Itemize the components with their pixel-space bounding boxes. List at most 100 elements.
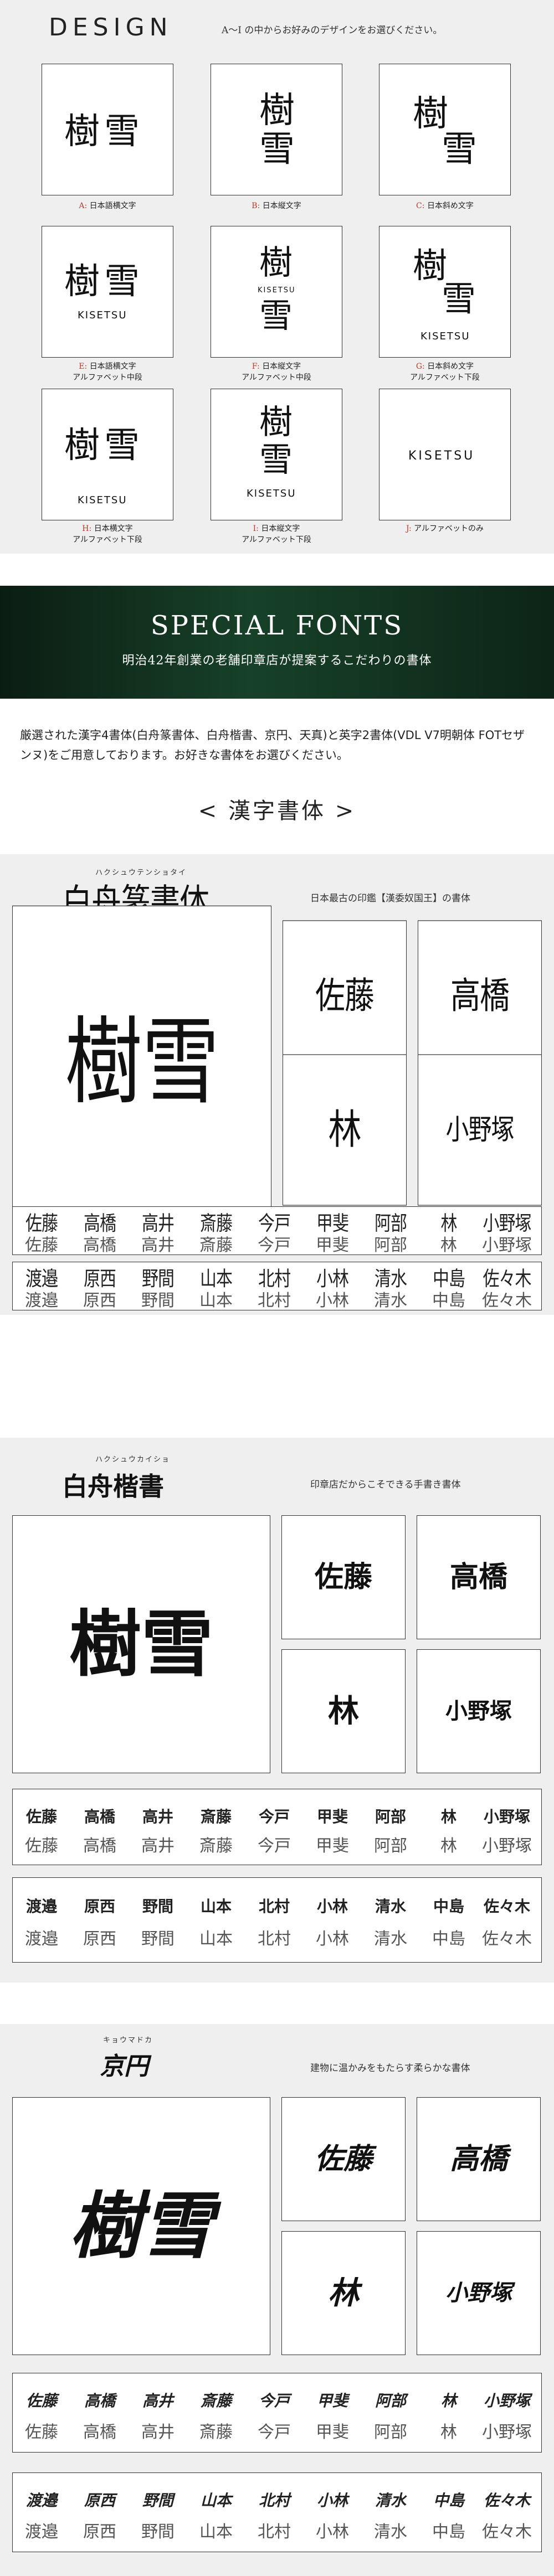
name-plain: 林 bbox=[440, 1836, 457, 1856]
name-plain: 今戸 bbox=[258, 2423, 291, 2442]
font-name: 京円 bbox=[100, 2052, 148, 2081]
name-plain: 佐々木 bbox=[482, 2522, 532, 2542]
design-card-f[interactable]: 樹 KISETSU 雪 bbox=[211, 226, 342, 358]
seal-char-1: 樹 bbox=[64, 261, 100, 302]
name-plain: 清水 bbox=[374, 2522, 407, 2542]
name-plain: 佐藤 bbox=[25, 1836, 58, 1856]
name-plain: 山本 bbox=[199, 2522, 233, 2542]
name-samples-row-1: 佐藤 高橋 高井 斎藤 今戸 甲斐 阿部 林 小野塚 佐藤 高橋 高井 斎藤 今… bbox=[12, 1206, 542, 1255]
font-ruby: ハクシュウカイショ bbox=[95, 1455, 171, 1464]
seal-char-1: 樹 bbox=[413, 94, 448, 135]
name-style: 北村 bbox=[258, 1897, 290, 1916]
sample-sato: 佐藤 bbox=[283, 920, 407, 1072]
design-card-a[interactable]: 樹 雪 bbox=[42, 64, 173, 195]
special-fonts-banner: SPECIAL FONTS 明治42年創業の老舗印章店が提案するこだわりの書体 bbox=[0, 586, 554, 699]
name-samples-row-1: 佐藤 高橋 高井 斎藤 今戸 甲斐 阿部 林 小野塚 佐藤 高橋 高井 斎藤 今… bbox=[12, 2373, 542, 2453]
design-section: DESIGN A～I の中からお好みのデザインをお選びください。 樹 雪 A: … bbox=[0, 0, 554, 554]
name-samples-row-2: 渡邉 原西 野間 山本 北村 小林 清水 中島 佐々木 渡邉 原西 野間 山本 … bbox=[12, 1262, 542, 1310]
sample-hayashi: 林 bbox=[281, 1649, 406, 1773]
design-card-e[interactable]: 樹 雪 KISETSU bbox=[42, 226, 173, 358]
name-plain: 斎藤 bbox=[199, 1836, 233, 1856]
name-plain: 小野塚 bbox=[482, 1236, 532, 1255]
sample-takahashi: 高橋 bbox=[417, 2097, 541, 2221]
seal-alphabet: KISETSU bbox=[78, 309, 127, 321]
name-plain: 高井 bbox=[141, 1836, 175, 1856]
name-plain: 甲斐 bbox=[316, 1836, 349, 1856]
name-style: 清水 bbox=[375, 1267, 407, 1291]
name-style: 佐藤 bbox=[25, 2392, 57, 2410]
design-caption-g: G: 日本斜め文字 アルファベット下段 bbox=[410, 362, 480, 382]
name-plain: 中島 bbox=[432, 1929, 465, 1949]
name-style: 佐藤 bbox=[25, 1212, 58, 1236]
name-samples-row-2: 渡邉 原西 野間 山本 北村 小林 清水 中島 佐々木 渡邉 原西 野間 山本 … bbox=[12, 1877, 542, 1963]
name-style: 小野塚 bbox=[483, 2392, 530, 2410]
seal-char-1: 樹 bbox=[259, 90, 295, 131]
seal-char-1: 樹 bbox=[64, 425, 100, 466]
name-style: 斎藤 bbox=[200, 1212, 233, 1236]
seal-char-2: 雪 bbox=[104, 111, 140, 152]
name-style: 渡邉 bbox=[25, 2491, 57, 2510]
name-plain: 小林 bbox=[316, 1929, 349, 1949]
seal-alphabet: KISETSU bbox=[408, 449, 475, 463]
name-style: 野間 bbox=[142, 1897, 173, 1916]
design-caption-h: H: 日本横文字 アルファベット下段 bbox=[73, 524, 142, 544]
name-style: 高橋 bbox=[84, 1212, 116, 1236]
name-style: 清水 bbox=[375, 2491, 406, 2510]
name-style: 斎藤 bbox=[200, 2392, 232, 2410]
name-style: 高橋 bbox=[84, 1808, 115, 1826]
name-plain: 小林 bbox=[316, 2522, 349, 2542]
name-plain: 甲斐 bbox=[316, 1236, 349, 1255]
font-panel-kaisho: 白舟楷書 ハクシュウカイショ 印章店だからこそできる手書き書体 樹雪 佐藤 高橋… bbox=[0, 1438, 554, 1983]
design-card-i[interactable]: 樹 雪 KISETSU bbox=[211, 389, 342, 520]
name-style: 小野塚 bbox=[483, 1808, 530, 1826]
design-caption-i: I: 日本縦文字 アルファベット下段 bbox=[242, 524, 311, 544]
name-plain: 阿部 bbox=[374, 1836, 407, 1856]
design-caption-e: E: 日本語横文字 アルファベット中段 bbox=[73, 362, 142, 382]
sample-onozuka: 小野塚 bbox=[417, 2231, 541, 2355]
sample-takahashi: 高橋 bbox=[418, 920, 542, 1072]
name-style: 佐々木 bbox=[483, 1267, 532, 1291]
name-style: 阿部 bbox=[375, 1212, 407, 1236]
font-panel-tensho: 白舟篆書体 ハクシュウテンショタイ 日本最古の印鑑【漢委奴国王】の書体 樹雪 佐… bbox=[0, 854, 554, 1315]
name-plain: 小野塚 bbox=[482, 1836, 532, 1856]
name-style: 林 bbox=[440, 2392, 456, 2410]
name-plain: 原西 bbox=[83, 1291, 116, 1310]
design-card-c[interactable]: 樹 雪 bbox=[379, 64, 511, 195]
name-plain: 林 bbox=[440, 1236, 457, 1255]
name-plain: 高橋 bbox=[83, 2423, 116, 2442]
name-plain: 清水 bbox=[374, 1291, 407, 1310]
seal-alphabet: KISETSU bbox=[78, 494, 127, 506]
design-caption-a: A: 日本語横文字 bbox=[79, 202, 136, 210]
name-style: 高井 bbox=[142, 1808, 173, 1826]
font-description: 印章店だからこそできる手書き書体 bbox=[310, 1479, 461, 1490]
seal-alphabet: KISETSU bbox=[247, 488, 296, 499]
name-style: 山本 bbox=[200, 1267, 233, 1291]
name-plain: 今戸 bbox=[258, 1236, 291, 1255]
name-plain: 野間 bbox=[141, 2522, 175, 2542]
seal-char-1: 樹 bbox=[64, 111, 100, 152]
design-caption-c: C: 日本斜め文字 bbox=[416, 202, 474, 210]
sample-main: 樹雪 bbox=[12, 1515, 270, 1773]
seal-char-2: 雪 bbox=[442, 129, 477, 170]
name-plain: 佐藤 bbox=[25, 1236, 58, 1255]
seal-alphabet: KISETSU bbox=[258, 286, 296, 295]
name-style: 小林 bbox=[316, 1897, 348, 1916]
design-card-b[interactable]: 樹 雪 bbox=[211, 64, 342, 195]
sample-takahashi: 高橋 bbox=[417, 1515, 541, 1639]
name-plain: 高橋 bbox=[83, 1236, 116, 1255]
name-style: 斎藤 bbox=[200, 1808, 232, 1826]
name-style: 今戸 bbox=[258, 1212, 291, 1236]
seal-char-2: 雪 bbox=[104, 261, 140, 302]
banner-subtitle: 明治42年創業の老舗印章店が提案するこだわりの書体 bbox=[122, 654, 432, 668]
name-plain: 中島 bbox=[432, 2522, 465, 2542]
seal-char-2: 雪 bbox=[259, 441, 293, 479]
design-card-j[interactable]: KISETSU bbox=[379, 389, 511, 520]
font-name: 白舟楷書 bbox=[62, 1472, 164, 1501]
name-style: 中島 bbox=[433, 2491, 464, 2510]
design-card-g[interactable]: 樹 雪 KISETSU bbox=[379, 226, 511, 358]
sample-hayashi: 林 bbox=[281, 2231, 406, 2355]
name-plain: 清水 bbox=[374, 1929, 407, 1949]
name-style: 山本 bbox=[200, 2491, 232, 2510]
design-card-h[interactable]: 樹 雪 KISETSU bbox=[42, 389, 173, 520]
design-title: DESIGN bbox=[49, 13, 173, 42]
